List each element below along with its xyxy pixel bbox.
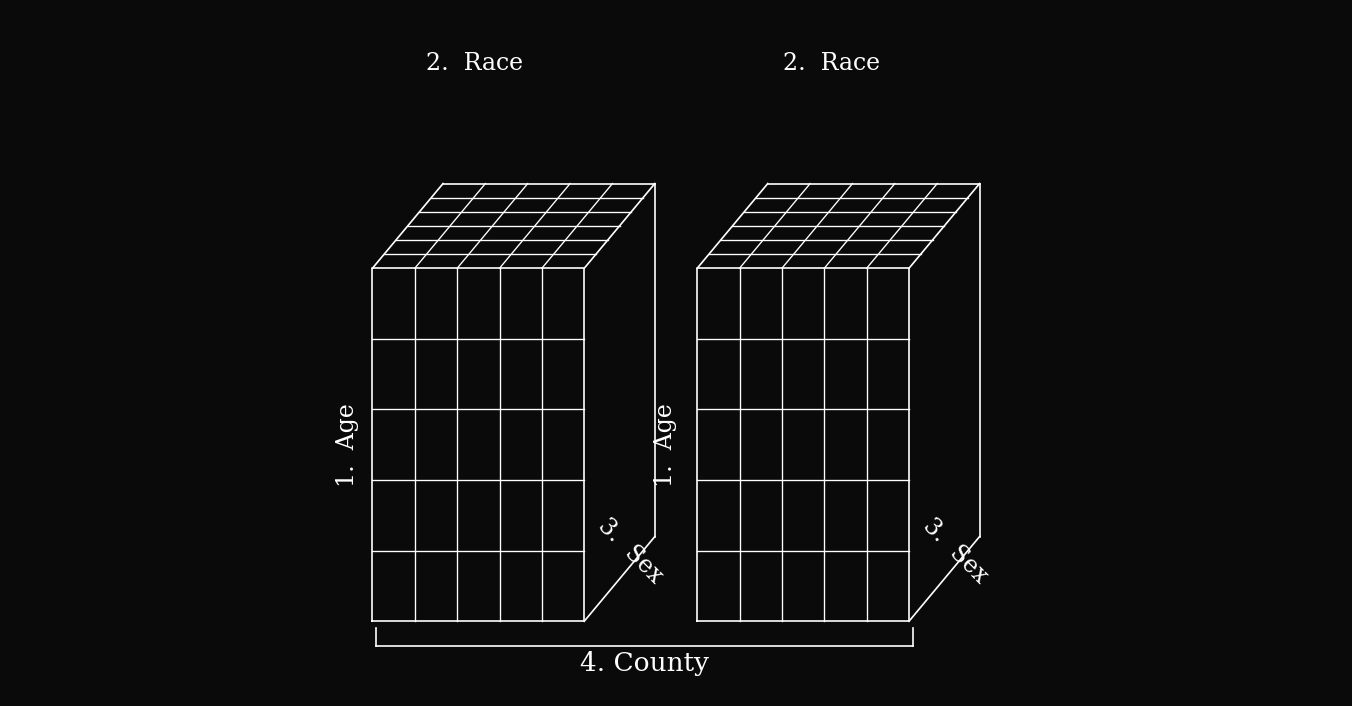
Text: 2.  Race: 2. Race: [426, 52, 523, 75]
Text: 3.  Sex: 3. Sex: [918, 514, 991, 587]
Text: 4. County: 4. County: [580, 651, 708, 676]
Text: 2.  Race: 2. Race: [783, 52, 880, 75]
Text: 1.  Age: 1. Age: [654, 403, 677, 486]
Text: 1.  Age: 1. Age: [335, 403, 358, 486]
Text: 3.  Sex: 3. Sex: [594, 514, 667, 587]
